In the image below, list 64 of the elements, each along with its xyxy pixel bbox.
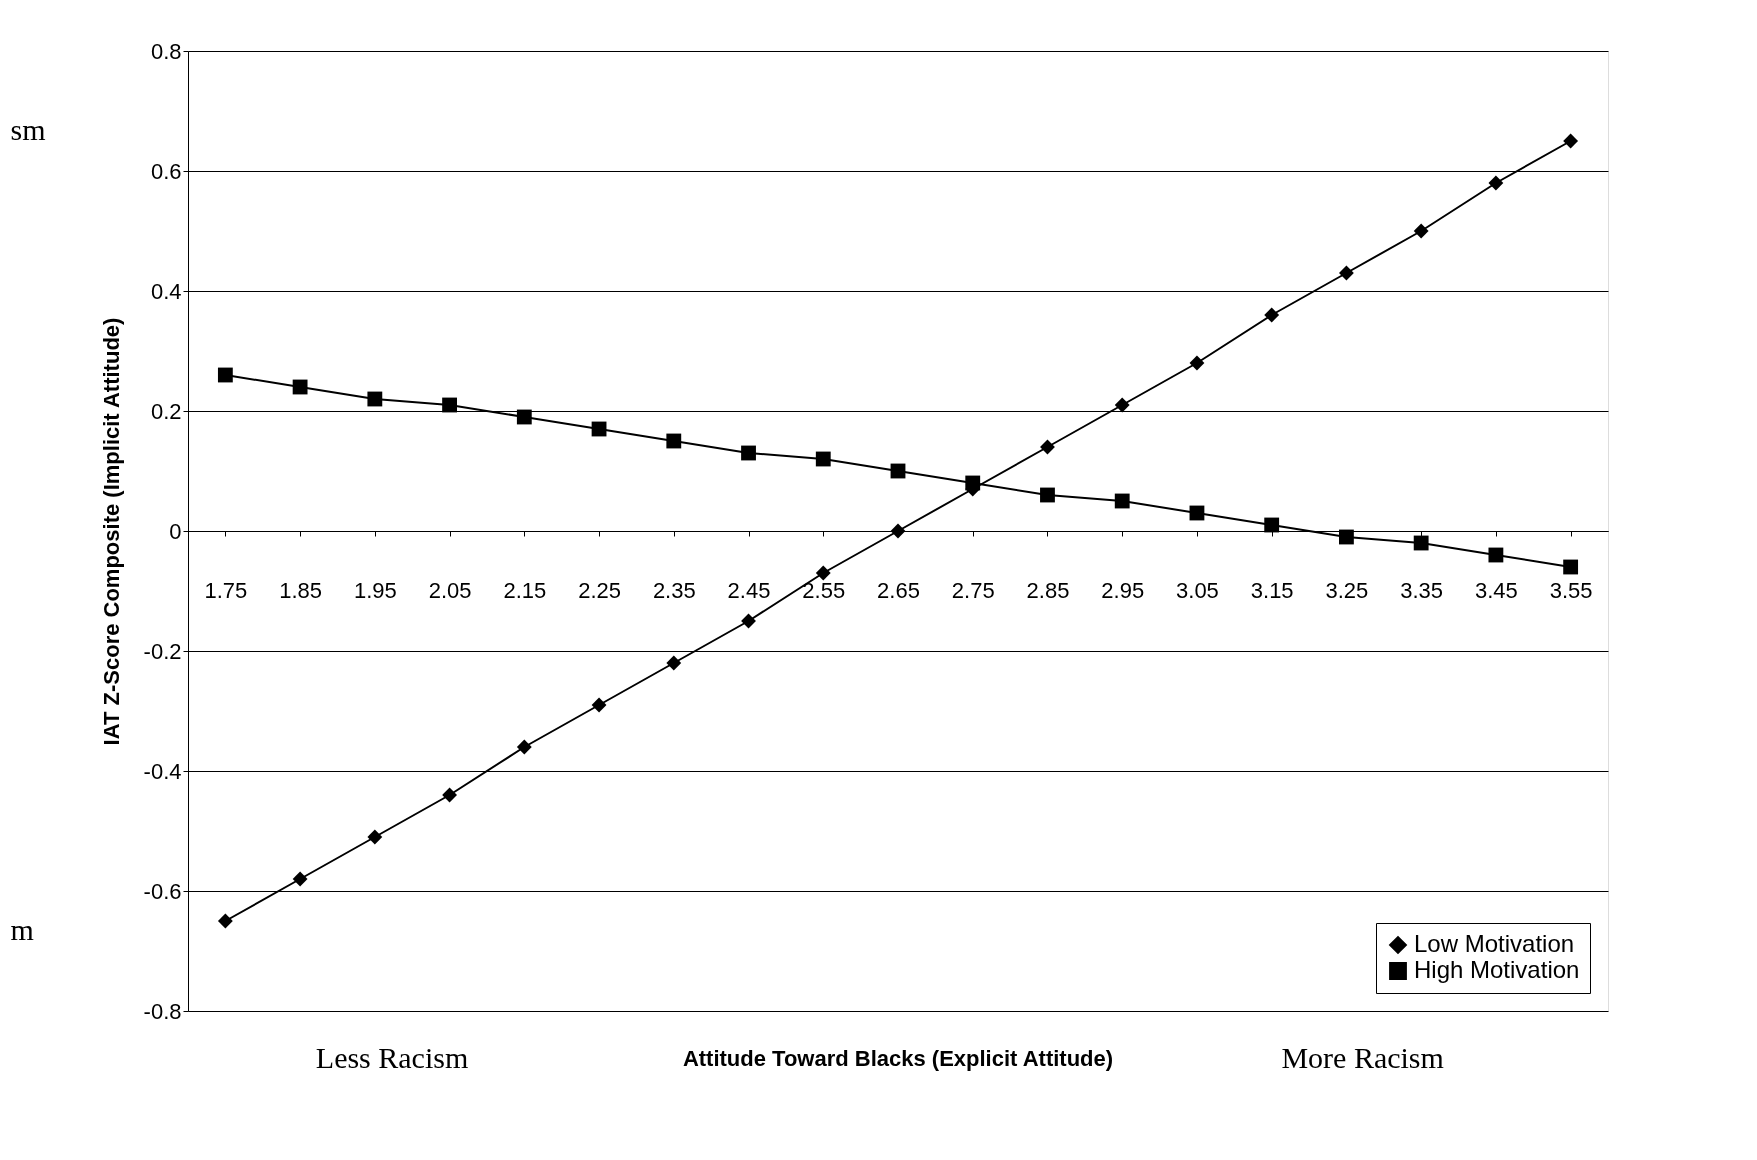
point	[292, 379, 308, 395]
point	[367, 829, 383, 845]
point	[1488, 547, 1504, 563]
point	[1563, 133, 1579, 149]
x-tick-label: 3.25	[1325, 577, 1369, 603]
point	[292, 871, 308, 887]
legend-label: Low Motivation	[1414, 930, 1575, 957]
text: sm	[10, 113, 46, 146]
point	[1189, 355, 1205, 371]
x-tick-label: 3.05	[1176, 577, 1219, 603]
x-tick-label: 2.55	[802, 577, 846, 603]
y-tick-label: -0.6	[143, 878, 182, 904]
point	[442, 397, 457, 413]
point	[1488, 175, 1504, 191]
x-tick-label: 3.15	[1250, 577, 1294, 603]
text: Less Racism	[315, 1041, 469, 1074]
x-tick-label: 2.85	[1026, 577, 1070, 603]
x-tick-label: 2.95	[1101, 577, 1145, 603]
text: m	[10, 913, 34, 946]
point	[666, 655, 682, 671]
point	[815, 565, 831, 581]
point	[666, 433, 682, 449]
point	[1413, 535, 1429, 551]
y-tick-label: 0.8	[150, 38, 182, 64]
y-tick-label: 0.6	[150, 158, 182, 184]
x-tick-label: 2.75	[951, 577, 995, 603]
legend-label: High Motivation	[1414, 956, 1580, 983]
point	[1563, 559, 1579, 575]
point	[516, 409, 532, 425]
point	[741, 445, 756, 461]
point	[1114, 493, 1130, 509]
y-tick-label: 0	[169, 518, 182, 544]
point	[516, 739, 532, 755]
y-tick-label: -0.4	[143, 758, 182, 784]
y-tick-label: -0.2	[143, 638, 182, 664]
x-tick-label: 3.45	[1474, 577, 1518, 603]
point	[1040, 487, 1055, 503]
point	[217, 913, 233, 929]
point	[1114, 397, 1130, 413]
point	[217, 367, 233, 383]
x-tick-label: 3.55	[1549, 577, 1593, 603]
point	[1413, 223, 1429, 239]
x-tick-label: 2.45	[727, 577, 771, 603]
x-tick-label: 1.95	[353, 577, 397, 603]
x-tick-label: 2.05	[428, 577, 472, 603]
point	[1339, 529, 1354, 545]
point	[1339, 265, 1354, 281]
x-tick-label: 1.85	[279, 577, 323, 603]
x-tick-label: 2.35	[652, 577, 696, 603]
y-tick-label: -0.8	[143, 998, 182, 1024]
x-tick-label: 2.25	[578, 577, 621, 603]
y-tick-label: 0.4	[150, 278, 182, 304]
x-tick-label: 2.65	[877, 577, 920, 603]
y-tick-label: 0.2	[150, 398, 182, 424]
x-tick-label: 1.75	[204, 577, 248, 603]
point	[591, 697, 607, 713]
x-tick-label: 3.35	[1400, 577, 1444, 603]
x-axis-title: Attitude Toward Blacks (Explicit Attitude)	[682, 1046, 1114, 1071]
point	[367, 391, 383, 407]
x-tick-label: 2.15	[503, 577, 547, 603]
text: More Racism	[1281, 1041, 1444, 1074]
point	[815, 451, 831, 467]
point	[1264, 307, 1280, 323]
y-axis-title: IAT Z-Score Composite (Implicit Attitude)	[98, 317, 124, 746]
